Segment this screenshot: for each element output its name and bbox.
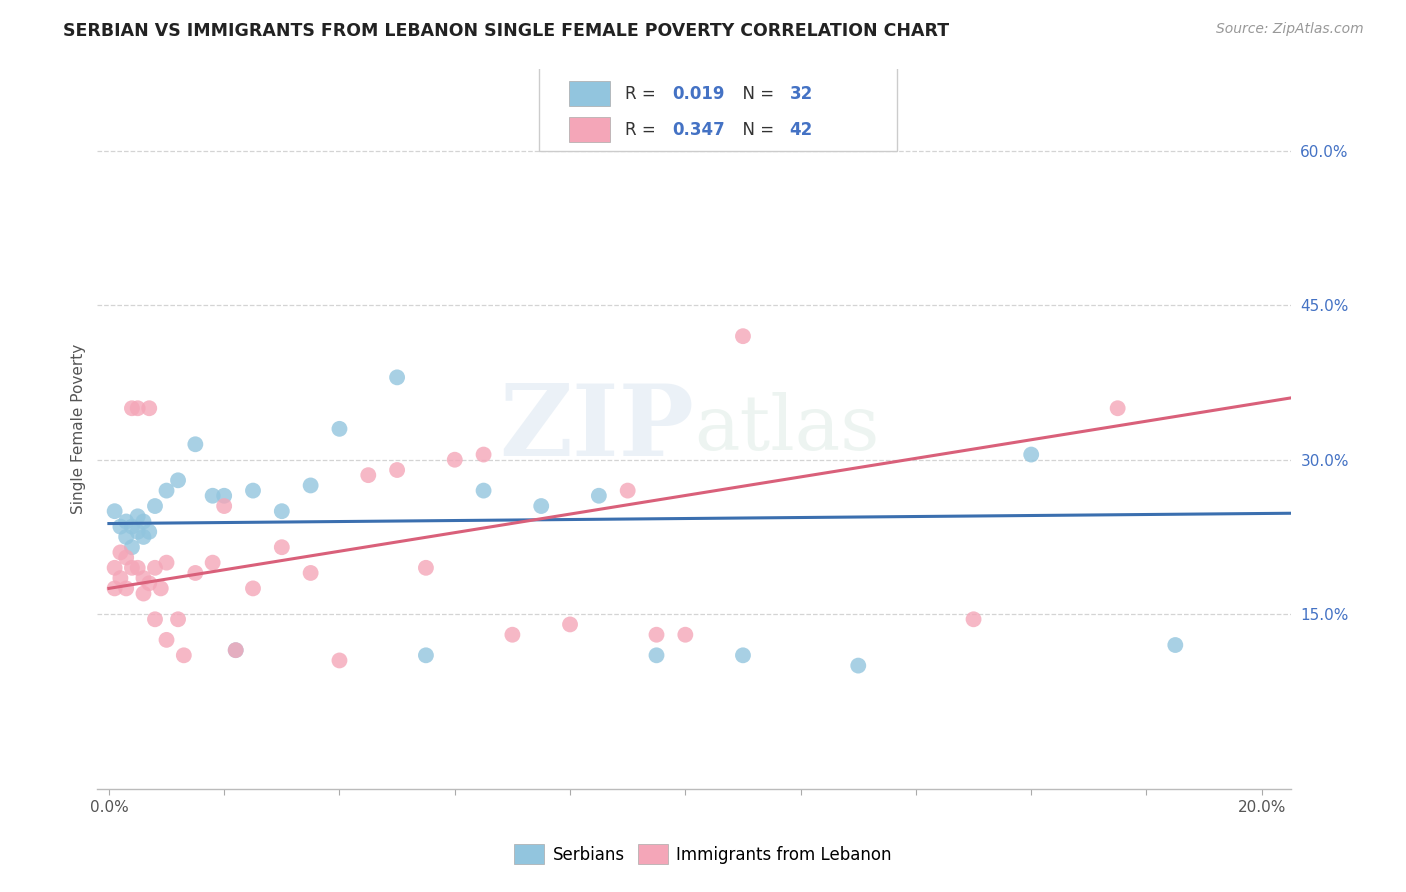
Point bbox=[962, 612, 984, 626]
Legend: Serbians, Immigrants from Lebanon: Serbians, Immigrants from Lebanon bbox=[508, 838, 898, 871]
Point bbox=[225, 643, 247, 657]
Point bbox=[132, 586, 155, 600]
Point bbox=[225, 643, 247, 657]
Point bbox=[443, 452, 465, 467]
Point bbox=[132, 571, 155, 585]
Point bbox=[558, 617, 581, 632]
Point bbox=[104, 561, 127, 575]
Point bbox=[501, 628, 523, 642]
Point bbox=[132, 530, 155, 544]
Point bbox=[127, 524, 149, 539]
Y-axis label: Single Female Poverty: Single Female Poverty bbox=[72, 343, 86, 514]
Point bbox=[155, 556, 177, 570]
Point bbox=[143, 499, 166, 513]
Point bbox=[201, 489, 224, 503]
Point bbox=[357, 468, 380, 483]
Point bbox=[138, 524, 160, 539]
Text: N =: N = bbox=[733, 120, 779, 139]
Text: 0.347: 0.347 bbox=[672, 120, 725, 139]
Point bbox=[415, 561, 437, 575]
Point bbox=[616, 483, 638, 498]
Point bbox=[143, 561, 166, 575]
Point bbox=[110, 545, 132, 559]
Point bbox=[588, 489, 610, 503]
Point bbox=[155, 483, 177, 498]
Point bbox=[1107, 401, 1129, 416]
Text: SERBIAN VS IMMIGRANTS FROM LEBANON SINGLE FEMALE POVERTY CORRELATION CHART: SERBIAN VS IMMIGRANTS FROM LEBANON SINGL… bbox=[63, 22, 949, 40]
Point bbox=[167, 612, 190, 626]
Point bbox=[530, 499, 553, 513]
Point bbox=[731, 329, 754, 343]
Point bbox=[115, 550, 138, 565]
Point bbox=[121, 519, 143, 533]
Point bbox=[104, 582, 127, 596]
Point bbox=[299, 566, 322, 580]
Text: Source: ZipAtlas.com: Source: ZipAtlas.com bbox=[1216, 22, 1364, 37]
Text: atlas: atlas bbox=[695, 392, 879, 466]
Point bbox=[846, 658, 869, 673]
Point bbox=[104, 504, 127, 518]
Point bbox=[184, 437, 207, 451]
Point bbox=[121, 540, 143, 554]
Point bbox=[121, 561, 143, 575]
Point bbox=[328, 422, 350, 436]
Text: ZIP: ZIP bbox=[499, 380, 695, 477]
Point bbox=[121, 401, 143, 416]
Text: 0.019: 0.019 bbox=[672, 85, 725, 103]
Text: 32: 32 bbox=[789, 85, 813, 103]
Point bbox=[472, 448, 495, 462]
Point bbox=[212, 489, 235, 503]
Point bbox=[385, 463, 408, 477]
Point bbox=[212, 499, 235, 513]
FancyBboxPatch shape bbox=[568, 81, 610, 106]
Point bbox=[415, 648, 437, 663]
Point bbox=[115, 515, 138, 529]
Point bbox=[328, 653, 350, 667]
Point bbox=[1019, 448, 1042, 462]
Point bbox=[299, 478, 322, 492]
Point bbox=[385, 370, 408, 384]
Text: R =: R = bbox=[624, 85, 661, 103]
Point bbox=[127, 401, 149, 416]
Point bbox=[138, 576, 160, 591]
Point bbox=[242, 483, 264, 498]
Text: R =: R = bbox=[624, 120, 661, 139]
Point bbox=[242, 582, 264, 596]
FancyBboxPatch shape bbox=[568, 117, 610, 143]
Point bbox=[645, 628, 668, 642]
Point bbox=[645, 648, 668, 663]
Point bbox=[127, 509, 149, 524]
Point bbox=[1164, 638, 1187, 652]
Point bbox=[138, 401, 160, 416]
Point bbox=[173, 648, 195, 663]
Point bbox=[149, 582, 172, 596]
Point bbox=[115, 530, 138, 544]
Point bbox=[115, 582, 138, 596]
Point bbox=[184, 566, 207, 580]
Point bbox=[127, 561, 149, 575]
Text: 42: 42 bbox=[789, 120, 813, 139]
Point bbox=[155, 632, 177, 647]
Point bbox=[731, 648, 754, 663]
Point bbox=[110, 519, 132, 533]
Point bbox=[270, 540, 292, 554]
Point bbox=[472, 483, 495, 498]
Point bbox=[201, 556, 224, 570]
Point bbox=[167, 473, 190, 487]
Text: N =: N = bbox=[733, 85, 779, 103]
Point bbox=[132, 515, 155, 529]
Point bbox=[110, 571, 132, 585]
Point bbox=[143, 612, 166, 626]
FancyBboxPatch shape bbox=[538, 65, 897, 152]
Point bbox=[270, 504, 292, 518]
Point bbox=[673, 628, 696, 642]
